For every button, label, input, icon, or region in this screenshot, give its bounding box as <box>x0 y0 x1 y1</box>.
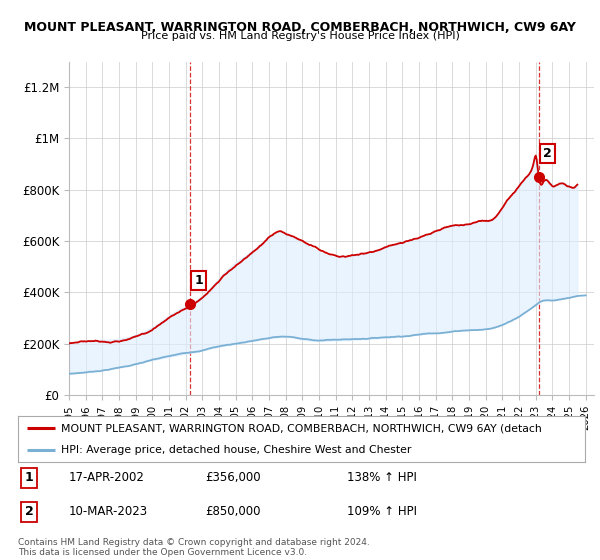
Text: HPI: Average price, detached house, Cheshire West and Chester: HPI: Average price, detached house, Ches… <box>61 445 411 455</box>
Text: Contains HM Land Registry data © Crown copyright and database right 2024.
This d: Contains HM Land Registry data © Crown c… <box>18 538 370 557</box>
Text: Price paid vs. HM Land Registry's House Price Index (HPI): Price paid vs. HM Land Registry's House … <box>140 31 460 41</box>
Text: 1: 1 <box>25 472 34 484</box>
Text: 2: 2 <box>543 147 551 160</box>
Text: £356,000: £356,000 <box>205 472 261 484</box>
Text: MOUNT PLEASANT, WARRINGTON ROAD, COMBERBACH, NORTHWICH, CW9 6AY (detach: MOUNT PLEASANT, WARRINGTON ROAD, COMBERB… <box>61 423 541 433</box>
Text: MOUNT PLEASANT, WARRINGTON ROAD, COMBERBACH, NORTHWICH, CW9 6AY: MOUNT PLEASANT, WARRINGTON ROAD, COMBERB… <box>24 21 576 34</box>
Text: 2: 2 <box>25 506 34 519</box>
Text: 138% ↑ HPI: 138% ↑ HPI <box>347 472 417 484</box>
Text: 109% ↑ HPI: 109% ↑ HPI <box>347 506 417 519</box>
Text: 17-APR-2002: 17-APR-2002 <box>69 472 145 484</box>
Text: 10-MAR-2023: 10-MAR-2023 <box>69 506 148 519</box>
Text: 1: 1 <box>194 274 203 287</box>
Text: £850,000: £850,000 <box>205 506 260 519</box>
